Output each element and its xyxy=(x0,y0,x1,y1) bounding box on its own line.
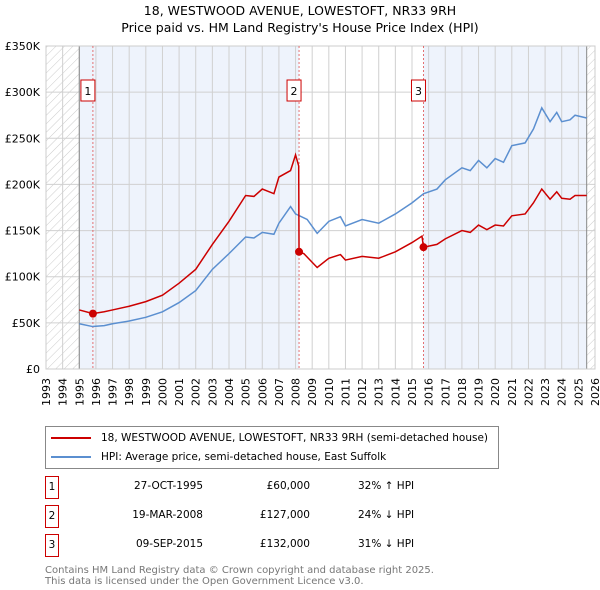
chart-title: 18, WESTWOOD AVENUE, LOWESTOFT, NR33 9RH xyxy=(143,3,457,18)
sale-number-badge: 1 xyxy=(45,476,59,499)
x-tick-label: 2000 xyxy=(156,378,169,406)
sale-label-number: 1 xyxy=(84,85,91,98)
y-tick-label: £300K xyxy=(5,86,41,99)
x-tick-label: 2025 xyxy=(572,378,585,406)
sale-point xyxy=(88,309,97,318)
x-tick-label: 2003 xyxy=(206,378,219,406)
x-tick-label: 2026 xyxy=(589,378,600,406)
x-tick-label: 1999 xyxy=(140,378,153,406)
price-chart: 1993 1994 1995 1996 1997 1998 1999 2000 2001 2002… xyxy=(5,40,600,406)
legend-label: HPI: Average price, semi-detached house,… xyxy=(101,451,387,463)
x-tick-label: 2021 xyxy=(506,378,519,406)
y-tick-label: £50K xyxy=(12,317,41,330)
x-tick-label: 2024 xyxy=(556,378,569,406)
x-tick-label: 2016 xyxy=(423,378,436,406)
x-tick-label: 2013 xyxy=(373,378,386,406)
sale-number-badge: 2 xyxy=(45,505,59,528)
x-tick-label: 1994 xyxy=(57,378,70,406)
x-tick-label: 2005 xyxy=(240,378,253,406)
x-tick-label: 2017 xyxy=(439,378,452,406)
x-tick-label: 2002 xyxy=(190,378,203,406)
x-tick-label: 2008 xyxy=(290,378,303,406)
sale-price: £127,000 xyxy=(259,509,310,521)
x-tick-label: 2020 xyxy=(489,378,502,406)
x-tick-label: 2023 xyxy=(539,378,552,406)
x-tick-label: 2011 xyxy=(339,378,352,406)
x-tick-label: 1995 xyxy=(73,378,86,406)
sale-label-number: 2 xyxy=(291,85,298,98)
x-tick-label: 1996 xyxy=(90,378,103,406)
footer: Contains HM Land Registry data © Crown c… xyxy=(45,565,434,587)
sale-date: 09-SEP-2015 xyxy=(135,538,203,550)
y-tick-label: £350K xyxy=(5,40,41,53)
x-tick-label: 2009 xyxy=(306,378,319,406)
x-tick-label: 1993 xyxy=(40,378,53,406)
legend-item-hpi: HPI: Average price, semi-detached house,… xyxy=(51,451,386,463)
y-tick-label: £200K xyxy=(5,178,41,191)
x-tick-label: 2006 xyxy=(256,378,269,406)
x-tick-label: 2001 xyxy=(173,378,186,406)
x-tick-label: 2010 xyxy=(323,378,336,406)
footer-copyright: Contains HM Land Registry data © Crown c… xyxy=(45,565,434,576)
sale-price: £60,000 xyxy=(266,480,310,492)
legend-item-property: 18, WESTWOOD AVENUE, LOWESTOFT, NR33 9RH… xyxy=(51,432,488,444)
sale-label-number: 3 xyxy=(415,85,422,98)
sale-label-box: 1 xyxy=(80,79,96,102)
y-tick-label: £250K xyxy=(5,132,41,145)
x-tick-label: 2007 xyxy=(273,378,286,406)
chart-subtitle: Price paid vs. HM Land Registry's House … xyxy=(121,20,479,35)
x-tick-label: 2012 xyxy=(356,378,369,406)
y-tick-label: £0 xyxy=(26,363,40,376)
footer-licence: This data is licensed under the Open Gov… xyxy=(45,576,364,587)
legend-swatch-blue xyxy=(51,456,91,458)
sale-label-border xyxy=(286,79,302,102)
x-tick-label: 2022 xyxy=(522,378,535,406)
y-tick-label: £100K xyxy=(5,271,41,284)
sale-point xyxy=(419,243,428,252)
hatched-region xyxy=(586,46,595,369)
x-tick-label: 2004 xyxy=(223,378,236,406)
sale-label-box: 2 xyxy=(286,79,302,102)
sale-label-border xyxy=(410,79,426,102)
chart-legend: 18, WESTWOOD AVENUE, LOWESTOFT, NR33 9RH… xyxy=(45,426,499,469)
sale-date: 19-MAR-2008 xyxy=(132,509,203,521)
sale-point xyxy=(295,247,304,256)
sale-hpi-diff: 32% ↑ HPI xyxy=(358,480,415,492)
sale-label-box: 3 xyxy=(410,79,426,102)
plot-border xyxy=(45,45,596,370)
x-tick-label: 1997 xyxy=(107,378,120,406)
x-tick-label: 2019 xyxy=(473,378,486,406)
legend-label: 18, WESTWOOD AVENUE, LOWESTOFT, NR33 9RH… xyxy=(101,432,489,444)
hpi-series-line xyxy=(79,106,587,328)
x-tick-label: 2015 xyxy=(406,378,419,406)
sale-price: £132,000 xyxy=(259,538,310,550)
x-tick-label: 2018 xyxy=(456,378,469,406)
sale-date: 27-OCT-1995 xyxy=(134,480,203,492)
x-tick-label: 2014 xyxy=(389,378,402,406)
x-tick-label: 1998 xyxy=(123,378,136,406)
sale-label-border xyxy=(80,79,96,102)
sale-hpi-diff: 31% ↓ HPI xyxy=(358,538,415,550)
y-tick-label: £150K xyxy=(5,225,41,238)
legend-swatch-red xyxy=(51,437,91,439)
sale-number-badge: 3 xyxy=(45,534,59,557)
property-series-line xyxy=(79,152,587,315)
sale-hpi-diff: 24% ↓ HPI xyxy=(358,509,415,521)
shaded-region xyxy=(423,46,587,369)
